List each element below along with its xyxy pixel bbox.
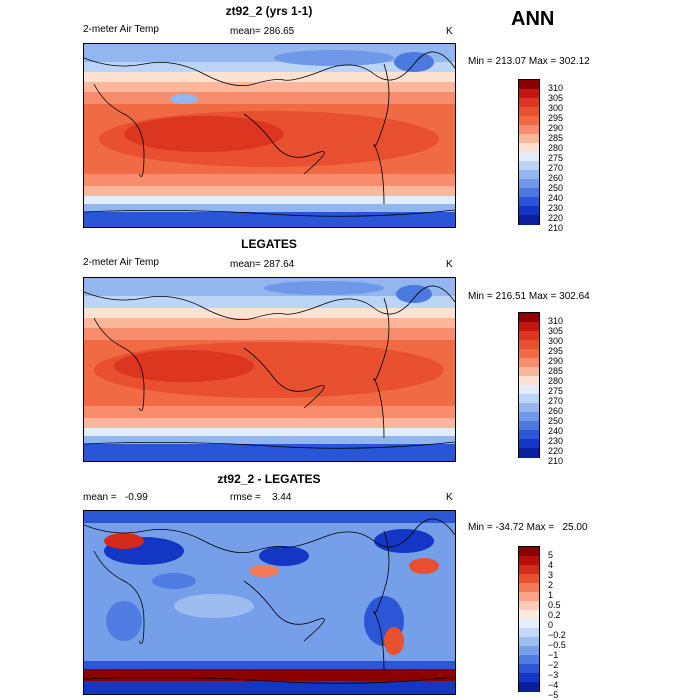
colorbar-tick-label: −1 (548, 650, 559, 660)
colorbar-tick-label: 220 (548, 446, 564, 456)
panel-1-title: zt92_2 (yrs 1-1) (225, 4, 313, 18)
panel-2-map (83, 277, 456, 462)
panel-2-variable-label: 2-meter Air Temp (83, 257, 159, 268)
colorbar-tick-label: 250 (548, 183, 564, 193)
colorbar-tick-label: 2 (548, 580, 554, 590)
colorbar-tick-label: 0.2 (548, 610, 561, 620)
panel-3-units: K (446, 492, 453, 503)
colorbar-tick-label: 220 (548, 213, 564, 223)
colorbar-tick-label: −0.2 (548, 630, 566, 640)
colorbar-tick-label: 270 (548, 163, 564, 173)
colorbar-tick-label: 300 (548, 103, 564, 113)
colorbar-tick-label: −5 (548, 690, 559, 700)
panel-1-mean-label: mean= 286.65 (230, 26, 295, 37)
panel-2-units: K (446, 259, 453, 270)
panel-3-rmse-label: rmse = 3.44 (230, 492, 292, 503)
panel-3-map (83, 510, 456, 695)
colorbar-tick-label: 250 (548, 416, 564, 426)
panel-2-title: LEGATES (241, 237, 297, 251)
colorbar-tick-label: 275 (548, 386, 564, 396)
panel-2-mean-label: mean= 287.64 (230, 259, 295, 270)
panel-1-variable-label: 2-meter Air Temp (83, 24, 159, 35)
colorbar-tick-label: 295 (548, 113, 564, 123)
colorbar-tick-label: 270 (548, 396, 564, 406)
colorbar-tick-label: 240 (548, 193, 564, 203)
panel-1-colorbar (518, 79, 540, 225)
panel-3-map-field (84, 511, 455, 694)
colorbar-tick-label: 0 (548, 620, 554, 630)
colorbar-tick-label: 1 (548, 590, 554, 600)
colorbar-tick-label: 310 (548, 83, 564, 93)
panel-1-minmax: Min = 213.07 Max = 302.12 (468, 56, 590, 67)
colorbar-tick-label: 285 (548, 133, 564, 143)
panel-3-mean-label: mean = -0.99 (83, 492, 148, 503)
panel-1-map (83, 43, 456, 228)
panel-2-map-field (84, 278, 455, 461)
colorbar-tick-label: 285 (548, 366, 564, 376)
colorbar-tick-label: 290 (548, 123, 564, 133)
colorbar-tick-label: −3 (548, 670, 559, 680)
colorbar-tick-label: 290 (548, 356, 564, 366)
panel-2-colorbar-labels: 310 305 300 295 290 285 280 275 270 260 … (548, 316, 563, 466)
colorbar-tick-label: 210 (548, 223, 564, 233)
panel-2-colorbar (518, 312, 540, 458)
colorbar-tick-label: 210 (548, 456, 564, 466)
panel-3-title: zt92_2 - LEGATES (217, 472, 321, 486)
panel-1-units: K (446, 26, 453, 37)
panel-3-colorbar (518, 546, 540, 692)
colorbar-tick-label: 230 (548, 436, 564, 446)
colorbar-tick-label: 310 (548, 316, 564, 326)
colorbar-tick-label: 0.5 (548, 600, 561, 610)
season-label: ANN (511, 8, 555, 30)
colorbar-tick-label: 305 (548, 93, 564, 103)
colorbar-tick-label: 5 (548, 550, 554, 560)
colorbar-tick-label: 280 (548, 376, 564, 386)
panel-1-map-field (84, 44, 455, 227)
colorbar-tick-label: −4 (548, 680, 559, 690)
colorbar-tick-label: 240 (548, 426, 564, 436)
colorbar-tick-label: 295 (548, 346, 564, 356)
colorbar-tick-label: 260 (548, 406, 564, 416)
colorbar-tick-label: 305 (548, 326, 564, 336)
colorbar-tick-label: 3 (548, 570, 554, 580)
colorbar-tick-label: 300 (548, 336, 564, 346)
colorbar-tick-label: 275 (548, 153, 564, 163)
panel-3-colorbar-labels: 5 4 3 2 1 0.5 0.2 0 −0.2 −0.5 −1 −2 −3 −… (548, 550, 566, 700)
colorbar-tick-label: −2 (548, 660, 559, 670)
colorbar-tick-label: 280 (548, 143, 564, 153)
panel-2-minmax: Min = 216.51 Max = 302.64 (468, 291, 590, 302)
colorbar-tick-label: 4 (548, 560, 554, 570)
colorbar-tick-label: −0.5 (548, 640, 566, 650)
panel-3-minmax: Min = -34.72 Max = 25.00 (468, 522, 588, 533)
colorbar-tick-label: 260 (548, 173, 564, 183)
panel-1-colorbar-labels: 310 305 300 295 290 285 280 275 270 260 … (548, 83, 563, 233)
colorbar-tick-label: 230 (548, 203, 564, 213)
